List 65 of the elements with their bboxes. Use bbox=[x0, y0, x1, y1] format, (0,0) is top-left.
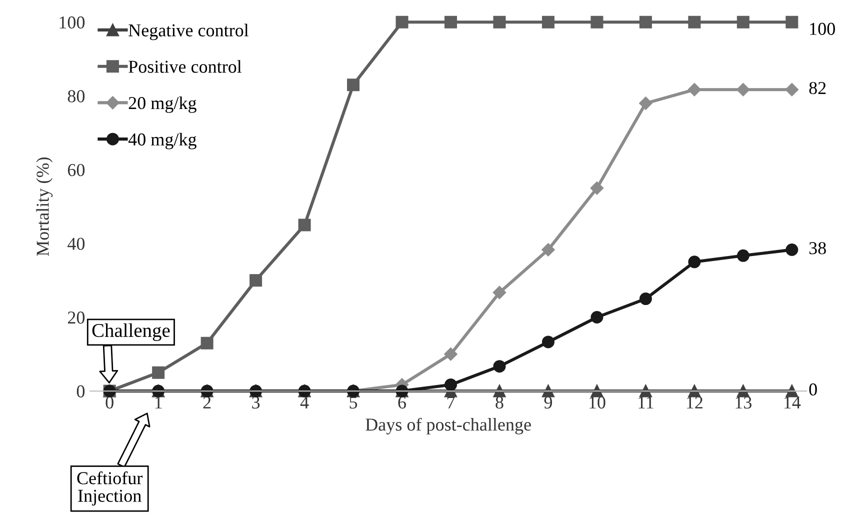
x-tick-label: 11 bbox=[638, 396, 654, 408]
x-axis-title: Days of post-challenge bbox=[366, 418, 531, 434]
data-label: 38 bbox=[809, 242, 826, 254]
point bbox=[639, 292, 652, 306]
point bbox=[639, 384, 652, 398]
point bbox=[396, 16, 408, 28]
point bbox=[688, 384, 701, 398]
point bbox=[688, 256, 701, 268]
point bbox=[493, 16, 506, 28]
y-tick-label: 80 bbox=[68, 90, 85, 102]
point bbox=[590, 384, 604, 398]
annotation: Challenge bbox=[92, 323, 170, 342]
y-tick-label: 0 bbox=[76, 385, 85, 398]
legend-label: Negative control bbox=[128, 24, 249, 40]
point bbox=[639, 96, 652, 110]
x-tick-label: 13 bbox=[736, 396, 752, 409]
text: Ceftiofur Injection bbox=[77, 471, 143, 506]
y-tick-label: 40 bbox=[68, 238, 85, 250]
point bbox=[736, 83, 750, 96]
legend-label: 40 mg/kg bbox=[128, 132, 196, 150]
x-tick-label: 1 bbox=[155, 396, 162, 408]
point bbox=[152, 366, 165, 379]
point bbox=[590, 311, 604, 324]
point bbox=[492, 286, 506, 300]
y-axis-title: Mortality (%) bbox=[36, 157, 53, 256]
point bbox=[590, 16, 604, 28]
point bbox=[542, 243, 555, 256]
point bbox=[786, 16, 798, 28]
point bbox=[542, 336, 554, 348]
point bbox=[542, 16, 554, 28]
legend-label: Positive control bbox=[128, 60, 242, 73]
y-tick-label: 20 bbox=[68, 312, 85, 324]
point bbox=[736, 249, 750, 262]
point bbox=[785, 83, 798, 96]
x-tick-label: 8 bbox=[496, 396, 504, 409]
point bbox=[736, 384, 750, 398]
data-label: 0 bbox=[809, 383, 817, 396]
x-tick-label: 9 bbox=[544, 396, 552, 409]
y-tick-label: 100 bbox=[60, 16, 85, 29]
point bbox=[688, 83, 702, 96]
point bbox=[786, 384, 798, 398]
y-tick-label: 60 bbox=[68, 164, 85, 176]
x-tick-label: 14 bbox=[784, 396, 801, 408]
x-tick-label: 0 bbox=[106, 396, 114, 409]
x-tick-label: 4 bbox=[300, 396, 309, 408]
x-tick-label: 12 bbox=[686, 396, 702, 408]
data-label: 82 bbox=[809, 82, 826, 94]
point bbox=[444, 348, 458, 361]
point bbox=[200, 336, 214, 350]
point bbox=[786, 243, 798, 256]
point bbox=[444, 378, 457, 392]
point bbox=[493, 360, 506, 373]
point bbox=[542, 384, 554, 398]
point bbox=[444, 16, 457, 28]
point bbox=[493, 384, 506, 398]
x-tick-label: 10 bbox=[590, 396, 606, 409]
point bbox=[250, 274, 262, 287]
point bbox=[590, 182, 604, 195]
point bbox=[347, 78, 360, 92]
point bbox=[736, 16, 750, 28]
legend-label: 20 mg/kg bbox=[128, 96, 196, 113]
point bbox=[639, 16, 652, 28]
point bbox=[298, 218, 311, 232]
point bbox=[688, 16, 701, 28]
data-label: 100 bbox=[810, 22, 835, 35]
